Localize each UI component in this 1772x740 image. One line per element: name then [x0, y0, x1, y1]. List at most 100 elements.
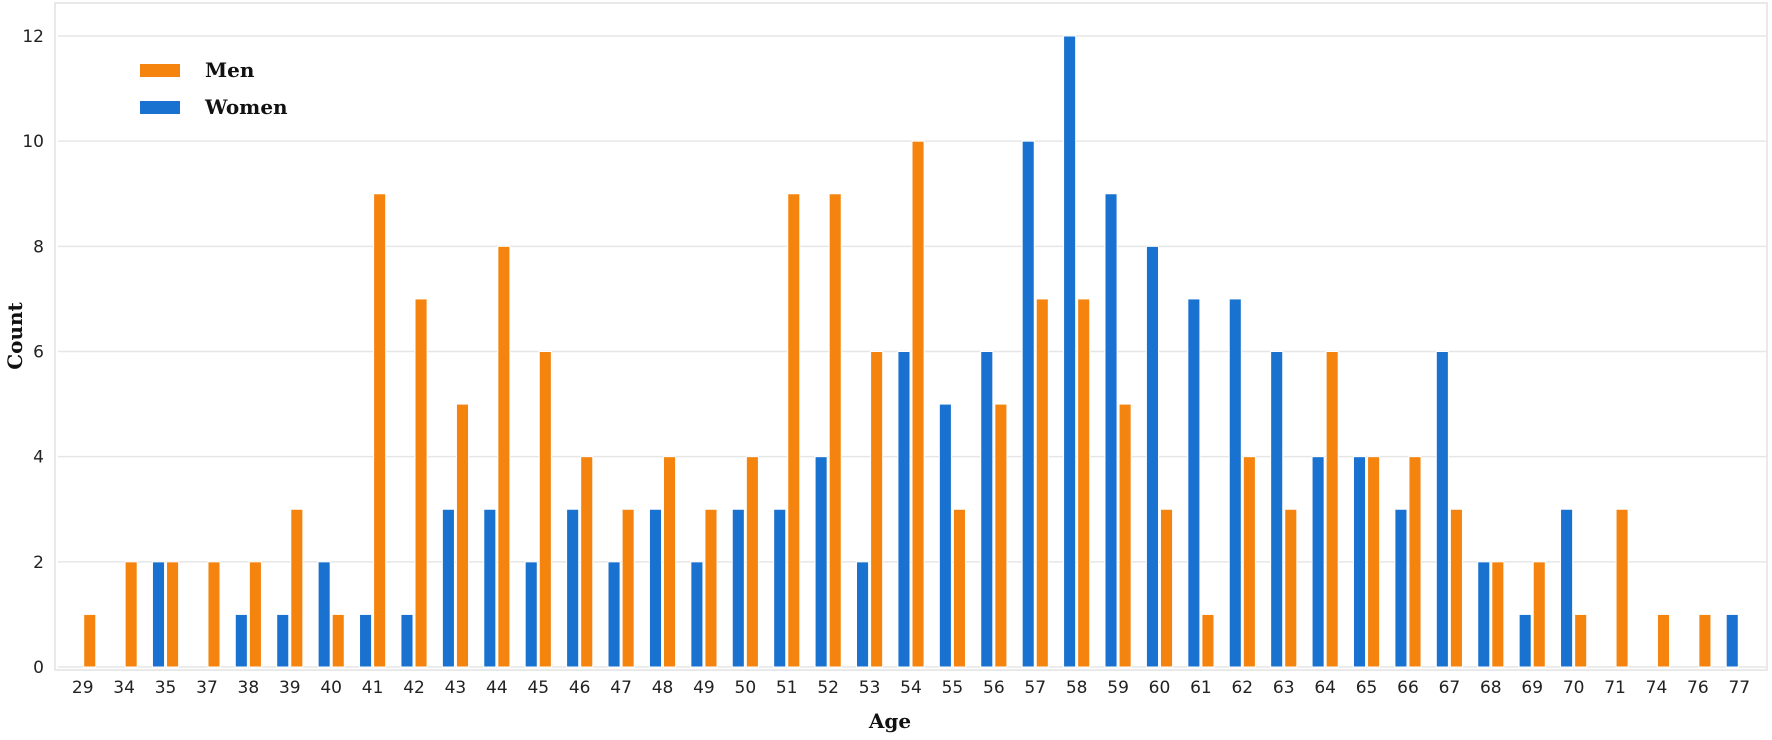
- bar-women-43: [441, 508, 455, 668]
- bar-women-39: [276, 613, 290, 668]
- y-axis-title: Count: [3, 301, 27, 369]
- x-tick-label: 48: [652, 678, 674, 698]
- x-tick-label: 71: [1604, 678, 1626, 698]
- x-tick-label: 57: [1024, 678, 1046, 698]
- bar-women-60: [1145, 245, 1159, 668]
- bar-men-61: [1201, 613, 1215, 668]
- bar-men-29: [83, 613, 97, 668]
- x-tick-label: 74: [1646, 678, 1668, 698]
- bar-men-74: [1656, 613, 1671, 668]
- bar-women-59: [1104, 193, 1118, 668]
- legend: Men Women: [140, 58, 288, 119]
- bar-women-56: [980, 351, 994, 668]
- x-tick-label: 63: [1273, 678, 1295, 698]
- bar-men-49: [704, 508, 718, 668]
- y-tick-label: 12: [22, 27, 44, 47]
- bar-men-71: [1615, 508, 1629, 668]
- x-tick-label: 77: [1728, 678, 1750, 698]
- x-tick-label: 69: [1521, 678, 1543, 698]
- bar-men-42: [414, 298, 428, 668]
- x-tick-label: 65: [1356, 678, 1378, 698]
- bar-men-53: [870, 351, 884, 668]
- bars: [83, 35, 1739, 668]
- bar-men-65: [1367, 456, 1381, 668]
- bar-women-41: [359, 613, 373, 668]
- bar-men-69: [1532, 561, 1546, 668]
- x-tick-label: 45: [527, 678, 549, 698]
- x-tick-label: 49: [693, 678, 715, 698]
- bar-women-70: [1560, 508, 1574, 668]
- bar-men-67: [1449, 508, 1463, 668]
- x-tick-label: 39: [279, 678, 301, 698]
- x-tick-label: 56: [983, 678, 1005, 698]
- x-tick-label: 44: [486, 678, 508, 698]
- bar-men-37: [207, 561, 221, 668]
- x-tick-label: 47: [610, 678, 632, 698]
- bar-men-44: [497, 245, 511, 668]
- bar-women-55: [938, 403, 952, 668]
- x-tick-label: 58: [1066, 678, 1088, 698]
- y-tick-label: 0: [33, 658, 44, 678]
- bar-women-52: [814, 456, 828, 668]
- bar-women-61: [1187, 298, 1201, 668]
- bar-men-62: [1242, 456, 1256, 668]
- x-tick-label: 59: [1107, 678, 1129, 698]
- bar-men-59: [1118, 403, 1132, 668]
- x-tick-label: 62: [1231, 678, 1253, 698]
- x-tick-label: 66: [1397, 678, 1419, 698]
- x-tick-label: 67: [1439, 678, 1461, 698]
- bar-men-63: [1284, 508, 1298, 668]
- x-axis-title: Age: [868, 709, 911, 733]
- x-tick-label: 42: [403, 678, 425, 698]
- y-axis-ticks: 0 2 4 6 8 10 12: [22, 27, 44, 678]
- bar-women-38: [234, 613, 248, 668]
- bar-men-51: [787, 193, 801, 668]
- x-tick-label: 64: [1314, 678, 1336, 698]
- x-tick-label: 43: [445, 678, 467, 698]
- y-tick-label: 8: [33, 237, 44, 257]
- bar-women-65: [1352, 456, 1367, 668]
- plot-frame: [54, 2, 1768, 671]
- x-tick-label: 60: [1149, 678, 1171, 698]
- x-tick-label: 61: [1190, 678, 1212, 698]
- bar-women-57: [1021, 140, 1035, 668]
- bar-women-42: [400, 613, 414, 668]
- bar-women-66: [1394, 508, 1408, 668]
- bar-women-77: [1725, 613, 1739, 668]
- bar-men-54: [911, 140, 925, 668]
- bar-women-67: [1435, 351, 1449, 668]
- bar-men-57: [1035, 298, 1049, 668]
- bar-women-46: [566, 508, 580, 668]
- x-tick-label: 41: [362, 678, 384, 698]
- legend-label-men: Men: [205, 58, 255, 82]
- x-axis-ticks: 29 34 35 37 38 39 40 41 42 43 44 45 46 47 48 49 50 51 52 53…: [72, 678, 1750, 698]
- bar-men-45: [538, 351, 552, 668]
- x-tick-label: 55: [942, 678, 964, 698]
- bar-men-39: [290, 508, 304, 668]
- bar-men-43: [455, 403, 470, 668]
- legend-swatch-men: [140, 64, 180, 77]
- bar-men-56: [994, 403, 1008, 668]
- bar-women-54: [897, 351, 911, 668]
- x-tick-label: 50: [735, 678, 757, 698]
- x-tick-label: 29: [72, 678, 94, 698]
- bar-women-68: [1477, 561, 1491, 668]
- bar-men-52: [828, 193, 842, 668]
- x-tick-label: 53: [859, 678, 881, 698]
- bar-men-48: [663, 456, 677, 668]
- y-tick-label: 4: [33, 448, 44, 468]
- bar-women-35: [151, 561, 166, 668]
- bar-men-40: [331, 613, 345, 668]
- x-tick-label: 40: [320, 678, 342, 698]
- bar-men-55: [952, 508, 966, 668]
- bar-women-62: [1228, 298, 1242, 668]
- bar-women-63: [1270, 351, 1284, 668]
- bar-women-69: [1518, 613, 1532, 668]
- bar-women-51: [773, 508, 787, 668]
- bar-men-68: [1491, 561, 1505, 668]
- bar-men-34: [124, 561, 138, 668]
- bar-men-60: [1159, 508, 1174, 668]
- bar-men-76: [1698, 613, 1712, 668]
